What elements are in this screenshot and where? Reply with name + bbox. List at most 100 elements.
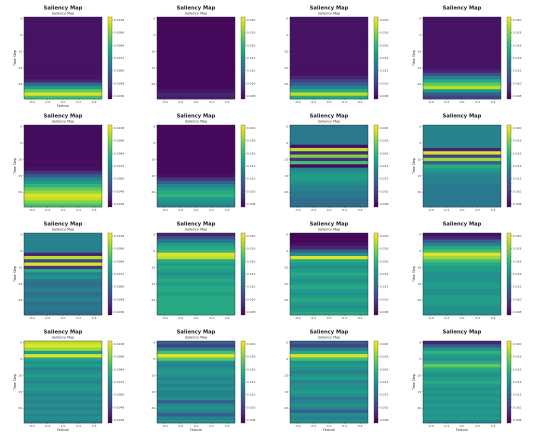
heatmap-row xyxy=(290,95,368,100)
y-tick-label: 15 xyxy=(18,282,22,286)
y-tick-label: 10 xyxy=(284,373,288,377)
heatmap-row xyxy=(423,184,501,188)
chart-title: Saliency Map xyxy=(310,6,349,12)
heatmap-row xyxy=(290,154,368,159)
heatmap-row xyxy=(423,125,501,129)
heatmap-row xyxy=(24,383,102,388)
heatmap-row xyxy=(157,56,235,60)
x-tick-label: 0.0 xyxy=(460,208,465,212)
x-tick-label: -0.4 xyxy=(295,100,301,104)
x-tick-label: 0.4 xyxy=(358,424,363,428)
colorbar-tick-label: 0.020 xyxy=(247,234,256,238)
heatmap-row xyxy=(157,131,235,136)
colorbar-tick-label: 0.0084 xyxy=(114,367,125,371)
heatmap-row xyxy=(423,170,501,175)
y-tick-label: 20 xyxy=(284,82,288,86)
heatmap-row xyxy=(290,282,368,286)
colorbar-tick-label: 0.0096 xyxy=(114,139,125,143)
saliency-panel: Saliency Map Saliency Map 0 5 10 15 20 -0.4 -0.2… xyxy=(10,329,130,433)
x-tick-label: 0.2 xyxy=(76,316,81,320)
y-tick-label: 20 xyxy=(18,190,22,194)
heatmap-row xyxy=(157,246,235,250)
heatmap-row xyxy=(423,161,501,165)
heatmap-row xyxy=(157,419,235,424)
x-tick-label: 0.2 xyxy=(342,316,347,320)
heatmap-row xyxy=(423,144,501,149)
heatmap-row xyxy=(24,17,102,21)
saliency-panel: Saliency Map Saliency Map 0 5 10 15 20 -0.4 -0.2… xyxy=(143,5,263,108)
heatmap-row xyxy=(157,269,235,273)
heatmap-row xyxy=(24,157,102,162)
y-tick-label: 10 xyxy=(151,373,155,377)
heatmap-row xyxy=(290,262,368,267)
heatmap-row xyxy=(157,193,235,198)
heatmap-row xyxy=(157,282,235,286)
colorbar-tick-label: 0.020 xyxy=(247,18,256,22)
heatmap-row xyxy=(423,187,501,191)
colorbar-tick-label: 0.012 xyxy=(380,393,389,397)
x-tick-label: 0.2 xyxy=(76,100,81,104)
heatmap-row xyxy=(24,193,102,198)
saliency-panel: Saliency Map 0 5 10 15 20 -0.4 -0.2 0.0 0.2 0.4 Tim… xyxy=(409,221,529,324)
heatmap-row xyxy=(423,380,501,384)
x-tick-label: -0.4 xyxy=(29,100,35,104)
heatmap-row xyxy=(423,272,501,276)
heatmap-row xyxy=(290,187,368,191)
heatmap-row xyxy=(290,82,368,87)
heatmap-row xyxy=(24,66,102,70)
x-tick-label: 0.4 xyxy=(225,100,230,104)
colorbar-tick-label: 0.020 xyxy=(247,342,256,346)
heatmap-row xyxy=(157,203,235,208)
heatmap-row xyxy=(423,180,501,185)
heatmap-row xyxy=(157,292,235,296)
x-tick-label: 0.4 xyxy=(491,208,496,212)
x-tick-label: 0.0 xyxy=(327,424,332,428)
heatmap-row xyxy=(290,134,368,139)
heatmap-row xyxy=(24,292,102,296)
heatmap-row xyxy=(157,403,235,407)
colorbar xyxy=(506,124,512,208)
colorbar-tick-label: 0.014 xyxy=(247,164,256,168)
colorbar-tick-label: 0.020 xyxy=(380,342,389,346)
colorbar-tick-label: 0.0096 xyxy=(114,355,125,359)
heatmap-row xyxy=(24,26,102,31)
heatmap-row xyxy=(290,272,368,276)
heatmap-row xyxy=(290,49,368,54)
y-tick-label: 10 xyxy=(417,157,421,161)
heatmap-row xyxy=(290,17,368,21)
colorbar-tick-label: 0.014 xyxy=(380,56,389,60)
heatmap-row xyxy=(290,177,368,182)
heatmap-row xyxy=(157,59,235,64)
heatmap-row xyxy=(290,403,368,407)
x-tick-label: 0.4 xyxy=(225,316,230,320)
heatmap-row xyxy=(24,36,102,41)
heatmap-row xyxy=(24,190,102,195)
chart-subtitle: Saliency Map xyxy=(185,120,207,124)
x-tick-label: 0.2 xyxy=(342,208,347,212)
colorbar-tick-label: 0.0108 xyxy=(114,234,125,238)
y-tick-label: 0 xyxy=(419,17,421,21)
colorbar-tick-label: 0.016 xyxy=(513,259,522,263)
heatmap-row xyxy=(24,386,102,391)
heatmap-row xyxy=(24,409,102,414)
colorbar xyxy=(240,124,246,208)
heatmap-row xyxy=(157,170,235,175)
heatmap-row xyxy=(290,341,368,345)
colorbar-tick-label: 0.014 xyxy=(247,56,256,60)
y-tick-label: 0 xyxy=(286,341,288,345)
y-tick-label: 5 xyxy=(20,141,22,145)
heatmap-row xyxy=(24,131,102,136)
x-tick-label: -0.2 xyxy=(44,100,50,104)
colorbar-tick-label: 0.018 xyxy=(247,247,256,251)
colorbar-tick-label: 0.016 xyxy=(247,367,256,371)
heatmap-row xyxy=(24,370,102,375)
heatmap-row xyxy=(157,396,235,401)
y-tick-label: 20 xyxy=(18,406,22,410)
x-tick-label: 0.2 xyxy=(475,424,480,428)
colorbar-tick-label: 0.0036 xyxy=(114,94,125,98)
colorbar-tick-label: 0.012 xyxy=(380,177,389,181)
heatmap-row xyxy=(290,72,368,77)
colorbar-tick-label: 0.018 xyxy=(247,139,256,143)
colorbar-tick-label: 0.018 xyxy=(380,31,389,35)
